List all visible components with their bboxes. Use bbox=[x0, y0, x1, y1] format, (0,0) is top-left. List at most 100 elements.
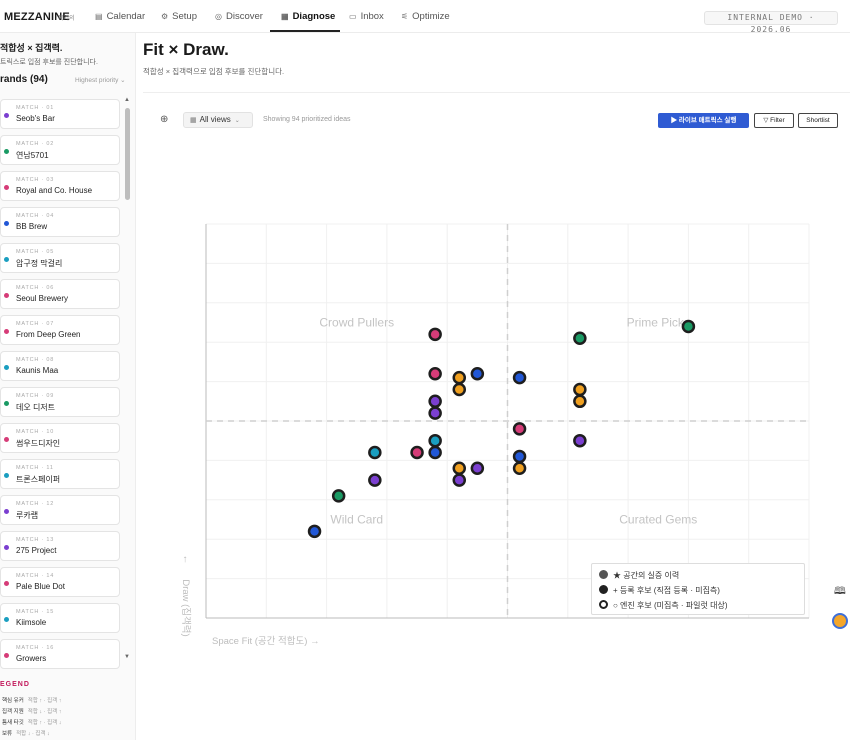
brand-card[interactable]: MATCH · 10 썸우드디자인 bbox=[0, 423, 120, 453]
match-tag: MATCH · 04 bbox=[16, 213, 55, 219]
scroll-down-icon[interactable]: ▼ bbox=[124, 654, 130, 660]
data-point bbox=[452, 370, 467, 385]
match-tag: MATCH · 10 bbox=[16, 429, 55, 435]
status-dot bbox=[4, 329, 9, 334]
brand-card[interactable]: MATCH · 15 Kiimsole bbox=[0, 603, 120, 633]
legend-row-hint: 적합 ↓ · 집객 ↓ bbox=[16, 731, 50, 737]
globe-icon[interactable] bbox=[832, 613, 848, 629]
match-tag: MATCH · 02 bbox=[16, 141, 55, 147]
brand-count: rands (94) bbox=[0, 74, 48, 85]
chart-legend: ★ 공간의 실증 이력 + 등록 후보 (직접 등록 · 미집측) ○ 엔진 후… bbox=[591, 563, 805, 615]
match-tag: MATCH · 01 bbox=[16, 105, 55, 111]
filter-button[interactable]: ▽ Filter bbox=[754, 113, 794, 128]
quadrant-label: Prime Picks bbox=[627, 316, 690, 330]
match-tag: MATCH · 03 bbox=[16, 177, 55, 183]
status-dot bbox=[4, 113, 9, 118]
status-dot bbox=[4, 653, 9, 658]
brand-card[interactable]: MATCH · 02 연남5701 bbox=[0, 135, 120, 165]
book-icon[interactable]: 🕮 bbox=[834, 586, 846, 597]
run-matrix-button[interactable]: ▶ 라이브 매트릭스 실행 bbox=[658, 113, 749, 128]
brand-card[interactable]: MATCH · 08 Kaunis Maa bbox=[0, 351, 120, 381]
brand-name: Seob's Bar bbox=[16, 114, 55, 123]
brand-name: 압구정 막걸리 bbox=[16, 259, 63, 268]
data-point bbox=[573, 433, 587, 448]
match-tag: MATCH · 16 bbox=[16, 645, 55, 651]
legend-row: 집객 지원 적합 ↓ · 집객 ↑ bbox=[2, 707, 61, 715]
brand-card[interactable]: MATCH · 03 Royal and Co. House bbox=[0, 171, 120, 201]
data-point bbox=[428, 406, 442, 420]
brand-logo[interactable]: MEZZANINE bbox=[4, 11, 70, 23]
brand-name: From Deep Green bbox=[16, 330, 81, 339]
views-dropdown[interactable]: ▦ All views ⌄ bbox=[183, 112, 253, 128]
data-point bbox=[470, 461, 485, 476]
y-axis-label: Draw (집객력) bbox=[180, 579, 192, 636]
legend-title: EGEND bbox=[0, 681, 30, 688]
brand-name: Pale Blue Dot bbox=[16, 582, 65, 591]
brand-name: Seoul Brewery bbox=[16, 294, 69, 303]
brand-name: 275 Project bbox=[16, 546, 57, 555]
match-tag: MATCH · 07 bbox=[16, 321, 55, 327]
tab-discover-label: Discover bbox=[225, 11, 263, 22]
brand-card[interactable]: MATCH · 12 루카랩 bbox=[0, 495, 120, 525]
brand-card[interactable]: MATCH · 05 압구정 막걸리 bbox=[0, 243, 120, 273]
legend-row: 보류 적합 ↓ · 집객 ↓ bbox=[2, 729, 50, 737]
match-tag: MATCH · 11 bbox=[16, 465, 54, 471]
brand-name: 데오 디저트 bbox=[16, 403, 56, 412]
legend-swatch bbox=[599, 570, 608, 579]
page-subtitle: 적합성 × 집객력으로 입점 후보를 진단합니다. bbox=[143, 67, 285, 76]
tab-setup[interactable]: ⚙ Setup bbox=[161, 11, 197, 22]
tab-optimize-label: Optimize bbox=[412, 11, 450, 22]
scrollbar-thumb[interactable] bbox=[125, 108, 130, 200]
status-dot bbox=[4, 293, 9, 298]
inbox-icon: ▭ bbox=[349, 12, 357, 21]
legend-item-label: ★ 공간의 실증 이력 bbox=[613, 571, 680, 580]
match-tag: MATCH · 09 bbox=[16, 393, 55, 399]
scroll-up-icon[interactable]: ▲ bbox=[124, 97, 130, 103]
tab-setup-label: Setup bbox=[172, 11, 197, 22]
tab-diagnose-label: Diagnose bbox=[292, 11, 336, 22]
status-dot bbox=[4, 581, 9, 586]
legend-item-label: ○ 엔진 후보 (미집측 · 파일럿 대상) bbox=[613, 601, 728, 610]
status-dot bbox=[4, 401, 9, 406]
sidebar-subtitle: 트릭스로 입점 후보를 진단합니다. bbox=[0, 59, 98, 66]
tab-calendar[interactable]: ▤ Calendar bbox=[95, 11, 145, 22]
legend-row-hint: 적합 ↓ · 집객 ↑ bbox=[27, 709, 62, 715]
tab-discover[interactable]: ◎ Discover bbox=[215, 11, 263, 22]
quadrant-label: Crowd Pullers bbox=[319, 316, 394, 330]
tab-diagnose[interactable]: ▦ Diagnose bbox=[281, 11, 335, 22]
status-dot bbox=[4, 437, 9, 442]
brand-card[interactable]: MATCH · 07 From Deep Green bbox=[0, 315, 120, 345]
legend-row-label: 틈새 타깃 bbox=[2, 720, 24, 726]
brand-card[interactable]: MATCH · 04 BB Brew bbox=[0, 207, 120, 237]
brand-card[interactable]: MATCH · 09 데오 디저트 bbox=[0, 387, 120, 417]
status-dot bbox=[4, 473, 9, 478]
shortlist-button[interactable]: Shortlist bbox=[798, 113, 838, 128]
legend-item-label: + 등록 후보 (직접 등록 · 미집측) bbox=[613, 586, 720, 595]
grid-icon: ▦ bbox=[190, 117, 197, 124]
legend-row-label: 보류 bbox=[2, 731, 13, 737]
sort-dropdown[interactable]: Highest priority ⌄ bbox=[75, 77, 126, 84]
legend-item: + 등록 후보 (직접 등록 · 미집측) bbox=[599, 585, 720, 596]
brand-name: 트론스페이퍼 bbox=[16, 475, 61, 484]
data-point bbox=[573, 331, 587, 346]
brand-name: BB Brew bbox=[16, 222, 48, 231]
tab-inbox[interactable]: ▭ Inbox bbox=[349, 11, 384, 22]
brand-card[interactable]: MATCH · 14 Pale Blue Dot bbox=[0, 567, 120, 597]
brand-card[interactable]: MATCH · 11 트론스페이퍼 bbox=[0, 459, 120, 489]
data-point bbox=[512, 422, 527, 436]
status-dot bbox=[4, 365, 9, 370]
y-axis-arrow: ↑ bbox=[183, 554, 188, 565]
match-tag: MATCH · 08 bbox=[16, 357, 55, 363]
target-icon[interactable]: ⊕ bbox=[160, 114, 169, 125]
brand-card[interactable]: MATCH · 16 Growers bbox=[0, 639, 120, 669]
grid-icon: ▦ bbox=[281, 12, 289, 21]
tab-optimize[interactable]: ⚟ Optimize bbox=[401, 11, 450, 22]
brand-card[interactable]: MATCH · 06 Seoul Brewery bbox=[0, 279, 120, 309]
brand-card[interactable]: MATCH · 13 275 Project bbox=[0, 531, 120, 561]
brand-name: Growers bbox=[16, 654, 47, 663]
brand-card[interactable]: MATCH · 01 Seob's Bar bbox=[0, 99, 120, 129]
data-point bbox=[452, 461, 467, 476]
legend-swatch bbox=[599, 585, 608, 594]
match-tag: MATCH · 13 bbox=[16, 537, 55, 543]
data-point bbox=[428, 394, 442, 409]
